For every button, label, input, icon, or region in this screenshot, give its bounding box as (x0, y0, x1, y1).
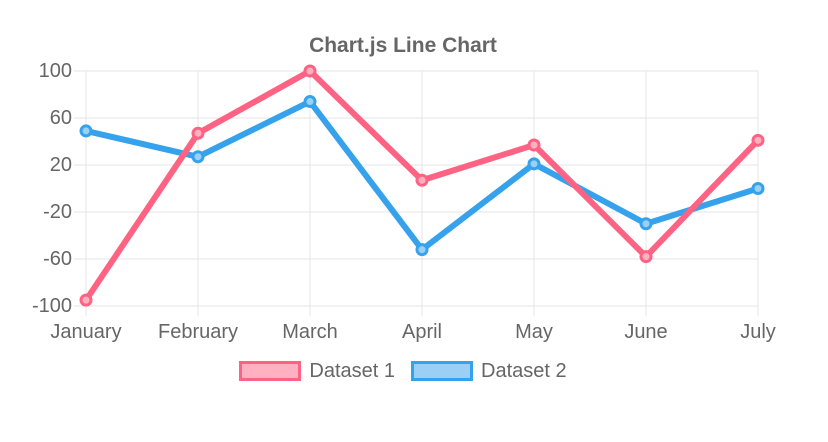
y-tick-label--60: -60 (43, 248, 72, 270)
chart-title: Chart.js Line Chart (309, 34, 497, 57)
legend-label-dataset-2: Dataset 2 (481, 360, 567, 382)
y-tick-label--20: -20 (43, 201, 72, 223)
point-dataset-1-march[interactable] (303, 64, 317, 78)
x-tick-label-april: April (401, 321, 442, 343)
point-dataset-2-may[interactable] (527, 157, 541, 171)
x-tick-label-may: May (515, 321, 553, 343)
y-tick-label-20: 20 (49, 154, 72, 176)
y-tick-label-60: 60 (49, 107, 72, 129)
point-dataset-1-january[interactable] (79, 293, 93, 307)
point-dataset-1-june[interactable] (639, 250, 653, 264)
x-tick-label-june: June (624, 321, 668, 343)
x-tick-label-january: January (50, 321, 122, 343)
legend-swatch-dataset-2 (411, 361, 473, 381)
y-tick-label--100: -100 (31, 295, 72, 317)
point-dataset-1-april[interactable] (415, 173, 429, 187)
legend-item-dataset-2[interactable]: Dataset 2 (411, 361, 567, 381)
point-dataset-2-april[interactable] (415, 243, 429, 257)
point-dataset-2-july[interactable] (751, 182, 765, 195)
legend-swatch-dataset-1 (239, 361, 302, 381)
point-dataset-2-february[interactable] (191, 150, 205, 164)
y-tick-label-100: 100 (38, 60, 72, 82)
x-tick-label-july: July (740, 321, 776, 343)
point-dataset-2-june[interactable] (639, 217, 653, 231)
point-dataset-1-july[interactable] (751, 133, 765, 147)
point-dataset-1-february[interactable] (191, 126, 205, 140)
point-dataset-2-march[interactable] (303, 95, 317, 109)
point-dataset-2-january[interactable] (79, 124, 93, 138)
point-dataset-1-may[interactable] (527, 138, 541, 152)
chart-legend: Dataset 1 Dataset 2 (0, 361, 806, 381)
legend-label-dataset-1: Dataset 1 (309, 360, 395, 382)
x-tick-label-march: March (282, 321, 338, 343)
x-tick-label-february: February (157, 321, 239, 343)
legend-item-dataset-1[interactable]: Dataset 1 (239, 361, 395, 381)
